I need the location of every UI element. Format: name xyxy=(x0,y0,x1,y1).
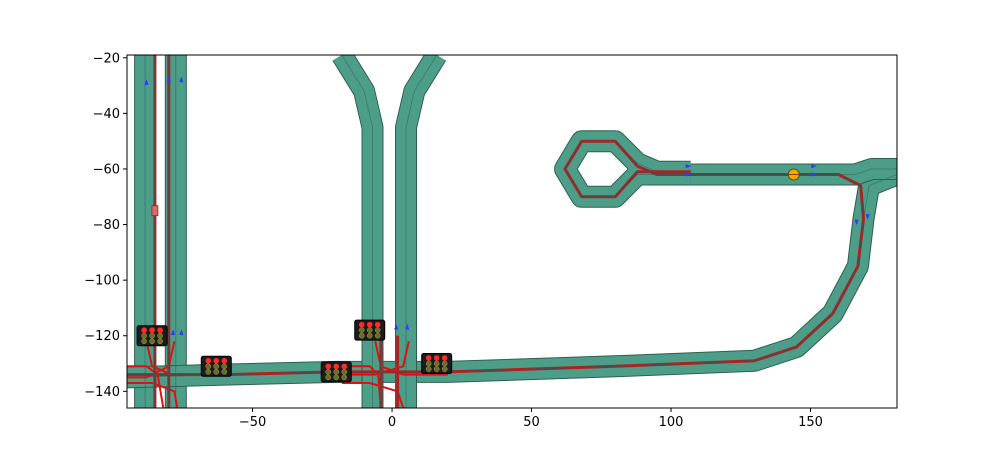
y-tick-label: −60 xyxy=(93,162,120,177)
signal-center-north-red-light xyxy=(374,321,381,328)
signal-center-west xyxy=(320,361,352,383)
lane-line-vertical-center-2 xyxy=(405,55,438,408)
direction-arrow-12 xyxy=(854,219,859,226)
signal-left-north-green-light xyxy=(141,338,147,345)
vehicle-small xyxy=(151,205,159,217)
direction-arrow-10 xyxy=(811,164,817,169)
signal-center-west-amber-light xyxy=(333,369,340,375)
conflict-curve-center-4 xyxy=(341,382,405,408)
y-axis: −20 −40 −60 −80 −100 −120 −140 xyxy=(84,51,127,400)
signal-center-west-green-light xyxy=(333,374,340,381)
x-axis: −50 0 50 100 150 xyxy=(239,408,823,430)
direction-arrow-8 xyxy=(685,164,692,169)
y-tick-label: −140 xyxy=(84,385,120,400)
signal-left-east-amber-light xyxy=(213,363,220,370)
signal-center-north-amber-light xyxy=(358,327,365,334)
direction-arrow-5 xyxy=(394,323,399,330)
signal-center-north-green-light xyxy=(366,332,373,339)
signal-left-north-amber-light xyxy=(157,332,163,339)
plot-content xyxy=(127,55,897,408)
signal-left-north-amber-light xyxy=(141,332,147,339)
signal-center-east-red-light xyxy=(425,355,432,361)
signal-left-east-green-light xyxy=(221,368,228,375)
signal-center-north-amber-light xyxy=(374,327,381,334)
conflict-curve-left-3 xyxy=(127,341,176,379)
signal-left-north-green-light xyxy=(149,338,155,345)
lane-line-vertical-center-1 xyxy=(341,55,373,408)
y-tick-label: −20 xyxy=(93,51,120,66)
x-tick-label: 0 xyxy=(388,415,396,430)
y-tick-label: −40 xyxy=(93,107,120,122)
signal-center-east-green-light xyxy=(441,366,448,372)
direction-arrow-1 xyxy=(166,76,171,83)
signal-left-east-red-light xyxy=(205,358,212,364)
signals-layer xyxy=(136,319,453,383)
signal-left-north xyxy=(136,325,168,347)
signal-left-north-red-light xyxy=(141,327,147,334)
conflict-curve-left-4 xyxy=(127,382,179,408)
signal-left-north-green-light xyxy=(157,338,163,345)
signal-center-east-red-light xyxy=(441,355,448,361)
signal-center-west-red-light xyxy=(341,363,348,370)
x-tick-label: 150 xyxy=(798,415,823,430)
signal-center-west-red-light xyxy=(325,363,332,370)
direction-arrow-11 xyxy=(811,172,817,177)
axes-frame xyxy=(126,54,898,409)
x-tick-label: 100 xyxy=(659,415,684,430)
y-tick-label: −120 xyxy=(84,329,120,344)
y-tick-label: −80 xyxy=(93,218,120,233)
signal-left-east-red-light xyxy=(213,358,220,364)
direction-arrow-0 xyxy=(144,79,149,85)
signal-left-east xyxy=(200,355,232,377)
signal-center-west-amber-light xyxy=(325,369,332,375)
direction-arrow-6 xyxy=(405,323,410,330)
direction-arrow-3 xyxy=(170,329,176,336)
signal-left-north-red-light xyxy=(157,327,163,334)
vehicles-layer xyxy=(151,168,800,217)
signal-center-west-amber-light xyxy=(341,369,348,375)
signal-center-west-green-light xyxy=(325,374,332,381)
signal-center-west-green-light xyxy=(341,374,348,381)
signal-left-east-amber-light xyxy=(221,363,228,370)
direction-arrow-2 xyxy=(179,76,184,83)
x-tick-label: 50 xyxy=(523,415,540,430)
direction-arrow-9 xyxy=(685,172,692,177)
signal-left-north-red-light xyxy=(149,327,155,334)
signal-center-east-green-light xyxy=(425,366,432,372)
direction-arrow-13 xyxy=(865,214,870,220)
signal-center-north xyxy=(354,319,386,341)
signal-left-east-green-light xyxy=(213,368,220,375)
signal-center-east-amber-light xyxy=(425,360,432,367)
signal-center-east-green-light xyxy=(433,366,440,372)
signal-center-north-green-light xyxy=(374,332,381,339)
signal-center-west-red-light xyxy=(333,363,340,370)
signal-center-east xyxy=(421,353,453,375)
signal-center-north-green-light xyxy=(358,332,365,339)
signal-left-east-green-light xyxy=(205,368,212,375)
direction-arrow-4 xyxy=(179,329,184,336)
signal-center-north-amber-light xyxy=(366,327,373,334)
y-tick-label: −100 xyxy=(84,274,120,289)
signal-left-east-amber-light xyxy=(205,363,212,370)
signal-left-north-amber-light xyxy=(149,332,155,339)
signal-center-north-red-light xyxy=(366,321,373,328)
signal-left-east-red-light xyxy=(221,358,228,364)
signal-center-east-amber-light xyxy=(433,360,440,367)
conflict-curve-left-1 xyxy=(127,365,165,408)
signal-center-east-amber-light xyxy=(441,360,448,367)
signal-center-north-red-light xyxy=(358,321,365,328)
signal-center-east-red-light xyxy=(433,355,440,361)
x-tick-label: −50 xyxy=(239,415,266,430)
